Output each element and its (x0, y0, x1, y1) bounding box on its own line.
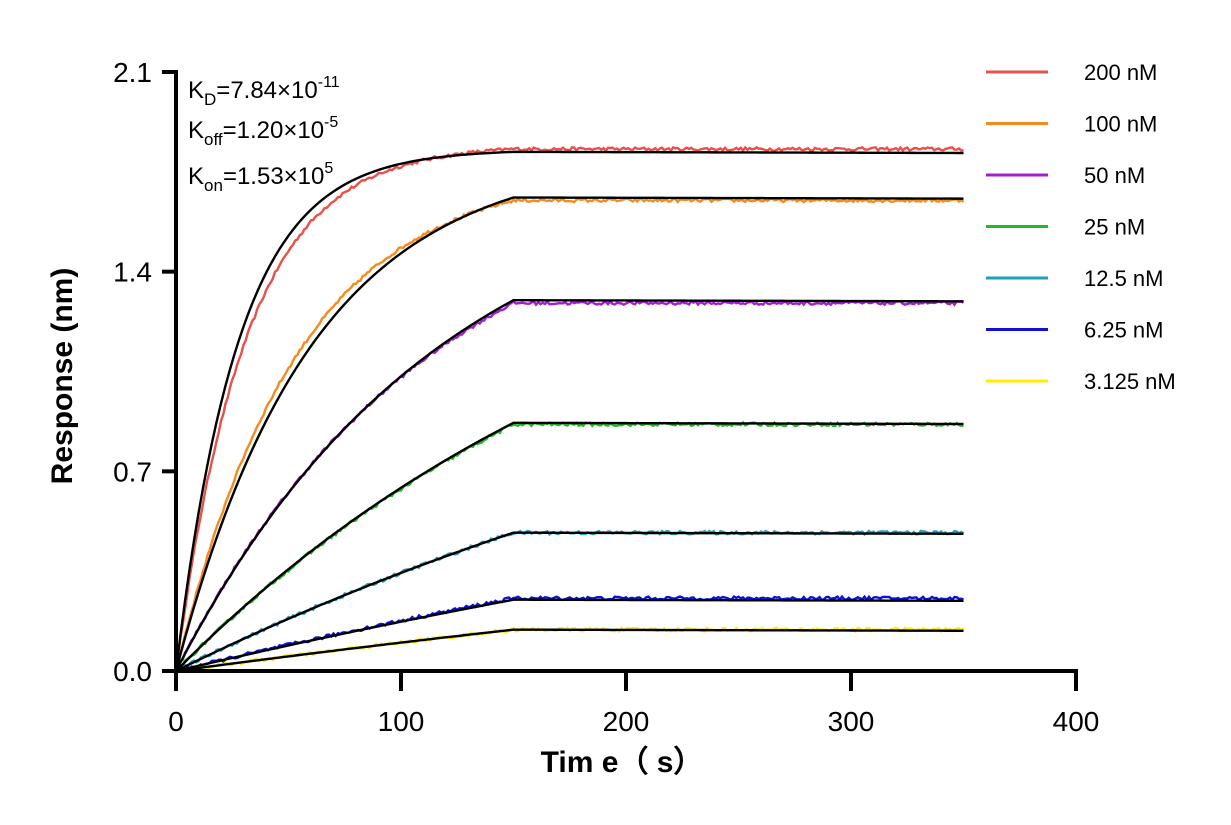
data-series-5 (175, 594, 964, 673)
legend-label: 200 nM (1084, 60, 1157, 85)
data-series-1 (174, 196, 965, 672)
fit-curve-6 (175, 628, 964, 673)
x-tick-label: 200 (603, 706, 650, 737)
y-tick-label: 2.1 (113, 57, 152, 88)
koff-text: Koff=1.20×10-5 (188, 114, 338, 149)
x-tick-label: 400 (1053, 706, 1100, 737)
data-series-6 (175, 626, 965, 674)
x-tick-label: 300 (828, 706, 875, 737)
x-tick-label: 100 (378, 706, 425, 737)
legend-label: 100 nM (1084, 112, 1157, 137)
fit-curve-2 (174, 298, 964, 672)
x-tick-label: 0 (168, 706, 184, 737)
data-series-3 (175, 420, 964, 672)
kon-text: Kon=1.53×105 (188, 160, 333, 195)
legend: 200 nM 100 nM 50 nM 25 nM 12.5 nM 6.25 nM 3.12… (986, 60, 1176, 394)
y-ticks: 0.0 0.7 1.4 2.1 (113, 57, 176, 687)
y-tick-label: 1.4 (113, 257, 152, 288)
legend-label: 25 nM (1084, 215, 1145, 240)
y-tick-label: 0.7 (113, 456, 152, 487)
fit-curve-0 (174, 150, 964, 672)
curves (174, 145, 965, 674)
kinetics-annotation: KD=7.84×10-11 Koff=1.20×10-5 Kon=1.53×10… (188, 74, 340, 195)
x-ticks: 0 100 200 300 400 (168, 671, 1099, 737)
y-tick-label: 0.0 (113, 656, 152, 687)
y-axis-title: Response (nm) (46, 268, 79, 485)
fit-curve-3 (175, 421, 964, 672)
kd-text: KD=7.84×10-11 (188, 74, 340, 109)
fit-curve-1 (174, 196, 964, 672)
legend-label: 6.25 nM (1084, 318, 1164, 343)
legend-label: 50 nM (1084, 163, 1145, 188)
x-axis-title: Tim e（ s） (541, 745, 704, 779)
data-series-0 (174, 145, 964, 672)
fit-curve-4 (175, 531, 964, 673)
legend-label: 12.5 nM (1084, 266, 1164, 291)
legend-label: 3.125 nM (1084, 369, 1176, 394)
fit-curve-5 (175, 598, 964, 673)
